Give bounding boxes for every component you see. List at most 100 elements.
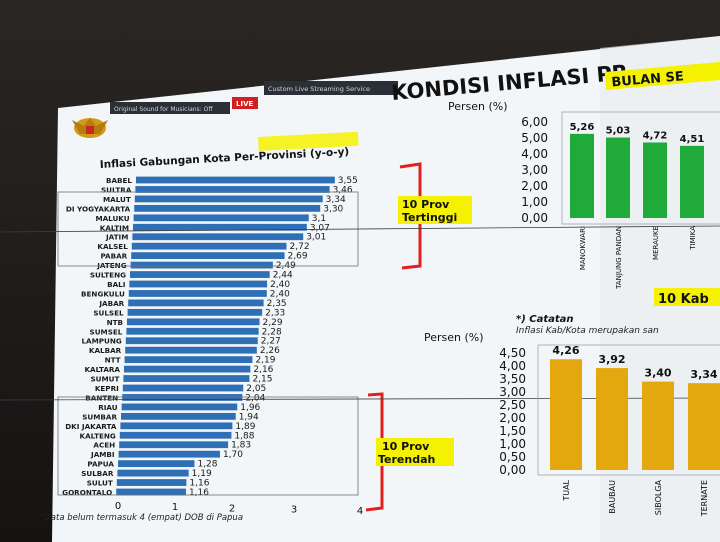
- top-y-tick-label: 0,00: [521, 211, 548, 225]
- province-value-label: 1,88: [234, 431, 254, 441]
- province-bar: [118, 450, 220, 458]
- province-label: DI YOGYAKARTA: [66, 204, 131, 213]
- province-bar: [135, 186, 330, 193]
- top-y-tick-label: 3,00: [521, 163, 548, 177]
- x-tick-label: 1: [172, 502, 178, 513]
- province-bar: [118, 460, 195, 468]
- province-label: SULSEL: [93, 308, 124, 317]
- province-bar: [124, 356, 253, 364]
- province-label: SULBAR: [81, 469, 114, 478]
- city-name-label: TANJUNG PANDAN: [615, 226, 623, 290]
- province-label: KALSEL: [97, 242, 128, 251]
- province-bar: [123, 375, 250, 382]
- city-name-label: BAUBAU: [608, 480, 617, 514]
- bottom-y-tick-label: 2,00: [499, 411, 526, 425]
- live-badge: [232, 97, 258, 109]
- bottom-y-tick-label: 1,50: [499, 424, 526, 438]
- x-tick-label: 3: [291, 505, 297, 516]
- province-bar: [131, 242, 287, 250]
- x-tick-label: 0: [115, 501, 121, 512]
- province-bar: [134, 204, 321, 212]
- city-name-label: TUAL: [562, 479, 571, 501]
- province-bar: [127, 308, 263, 316]
- province-value-label: 1,70: [223, 450, 243, 460]
- note-text: Inflasi Kab/Kota merupakan san: [516, 326, 659, 336]
- province-bar: [133, 223, 307, 231]
- province-label: GORONTALO: [62, 488, 112, 497]
- province-label: ACEH: [93, 441, 115, 450]
- bottom-ten-label-line2: Terendah: [378, 453, 435, 466]
- province-bar: [120, 422, 233, 430]
- top-right-ylabel: Persen (%): [448, 100, 508, 113]
- bottom-right-plot-frame: [537, 344, 720, 476]
- province-value-label: 1,96: [240, 403, 260, 413]
- sound-button[interactable]: [110, 102, 230, 114]
- province-value-label: 2,69: [288, 252, 308, 262]
- province-label: NTT: [105, 356, 121, 365]
- province-bar: [121, 403, 238, 411]
- city-value-label: 4,26: [552, 344, 579, 357]
- province-label: MALUT: [103, 195, 131, 204]
- province-bar: [127, 318, 260, 326]
- province-label: KALBAR: [89, 346, 122, 355]
- province-bar: [126, 327, 259, 335]
- province-bar: [121, 412, 236, 420]
- grid-line-horizontal-a: [0, 225, 720, 233]
- city-bar-green: [606, 137, 630, 218]
- province-label: MALUKU: [95, 214, 129, 223]
- service-button[interactable]: [264, 81, 398, 95]
- province-bar: [130, 271, 270, 278]
- top-right-caption-box: [654, 288, 720, 306]
- city-value-label: 5,26: [570, 122, 595, 133]
- province-label: SUMBAR: [82, 412, 117, 421]
- province-value-label: 1,94: [239, 412, 259, 422]
- bottom-ten-box: [57, 396, 359, 496]
- city-name-label: TERNATE: [700, 480, 709, 517]
- province-label: SUMSEL: [90, 327, 123, 336]
- bottom-y-tick-label: 0,00: [499, 463, 526, 477]
- province-value-label: 2,28: [262, 327, 282, 337]
- province-value-label: 2,26: [260, 346, 280, 356]
- province-value-label: 2,40: [270, 280, 290, 290]
- province-label: PABAR: [100, 252, 127, 261]
- province-value-label: 3,55: [338, 176, 358, 186]
- province-bar: [134, 195, 323, 203]
- province-label: LAMPUNG: [81, 337, 121, 346]
- province-bar: [124, 365, 251, 373]
- province-value-label: 1,28: [197, 460, 217, 470]
- city-bar-gold: [688, 383, 720, 470]
- province-bar: [122, 394, 243, 401]
- note-title: *) Catatan: [516, 314, 574, 325]
- province-label: PAPUA: [87, 460, 114, 469]
- top-city-inflation-chart: Persen (%) 6,005,004,003,002,001,000,00 …: [448, 100, 720, 307]
- top-y-tick-label: 4,00: [521, 147, 548, 161]
- province-label: BENGKULU: [81, 289, 125, 298]
- city-name-label: MANOKWARI: [579, 226, 587, 270]
- province-value-label: 1,89: [235, 422, 255, 432]
- bottom-y-tick-label: 3,50: [499, 372, 526, 386]
- province-bar: [129, 280, 268, 288]
- province-bar: [119, 441, 229, 449]
- province-label: NTB: [107, 318, 123, 327]
- left-chart-title-suffix: (y-o-y): [306, 146, 349, 160]
- province-value-label: 2,44: [273, 271, 293, 281]
- province-value-label: 2,19: [255, 356, 275, 366]
- top-ten-label-line2: Tertinggi: [402, 211, 457, 224]
- province-value-label: 2,29: [263, 318, 283, 328]
- province-label: JATIM: [105, 233, 128, 242]
- x-tick-label: 2: [229, 503, 235, 514]
- province-bar: [125, 346, 257, 354]
- garuda-emblem-icon: [72, 118, 108, 138]
- province-value-label: 3,07: [310, 223, 330, 233]
- province-value-label: 2,05: [246, 384, 266, 394]
- province-value-label: 2,40: [270, 289, 290, 299]
- top-y-tick-label: 6,00: [521, 115, 548, 129]
- top-y-tick-label: 1,00: [521, 195, 548, 209]
- province-value-label: 1,16: [189, 479, 209, 489]
- city-bar-green: [570, 133, 594, 218]
- bottom-y-tick-label: 0,50: [499, 450, 526, 464]
- province-bar: [119, 431, 232, 439]
- toolbar: Original Sound for Musicians: Off LIVE C…: [110, 81, 398, 114]
- top-y-tick-label: 5,00: [521, 131, 548, 145]
